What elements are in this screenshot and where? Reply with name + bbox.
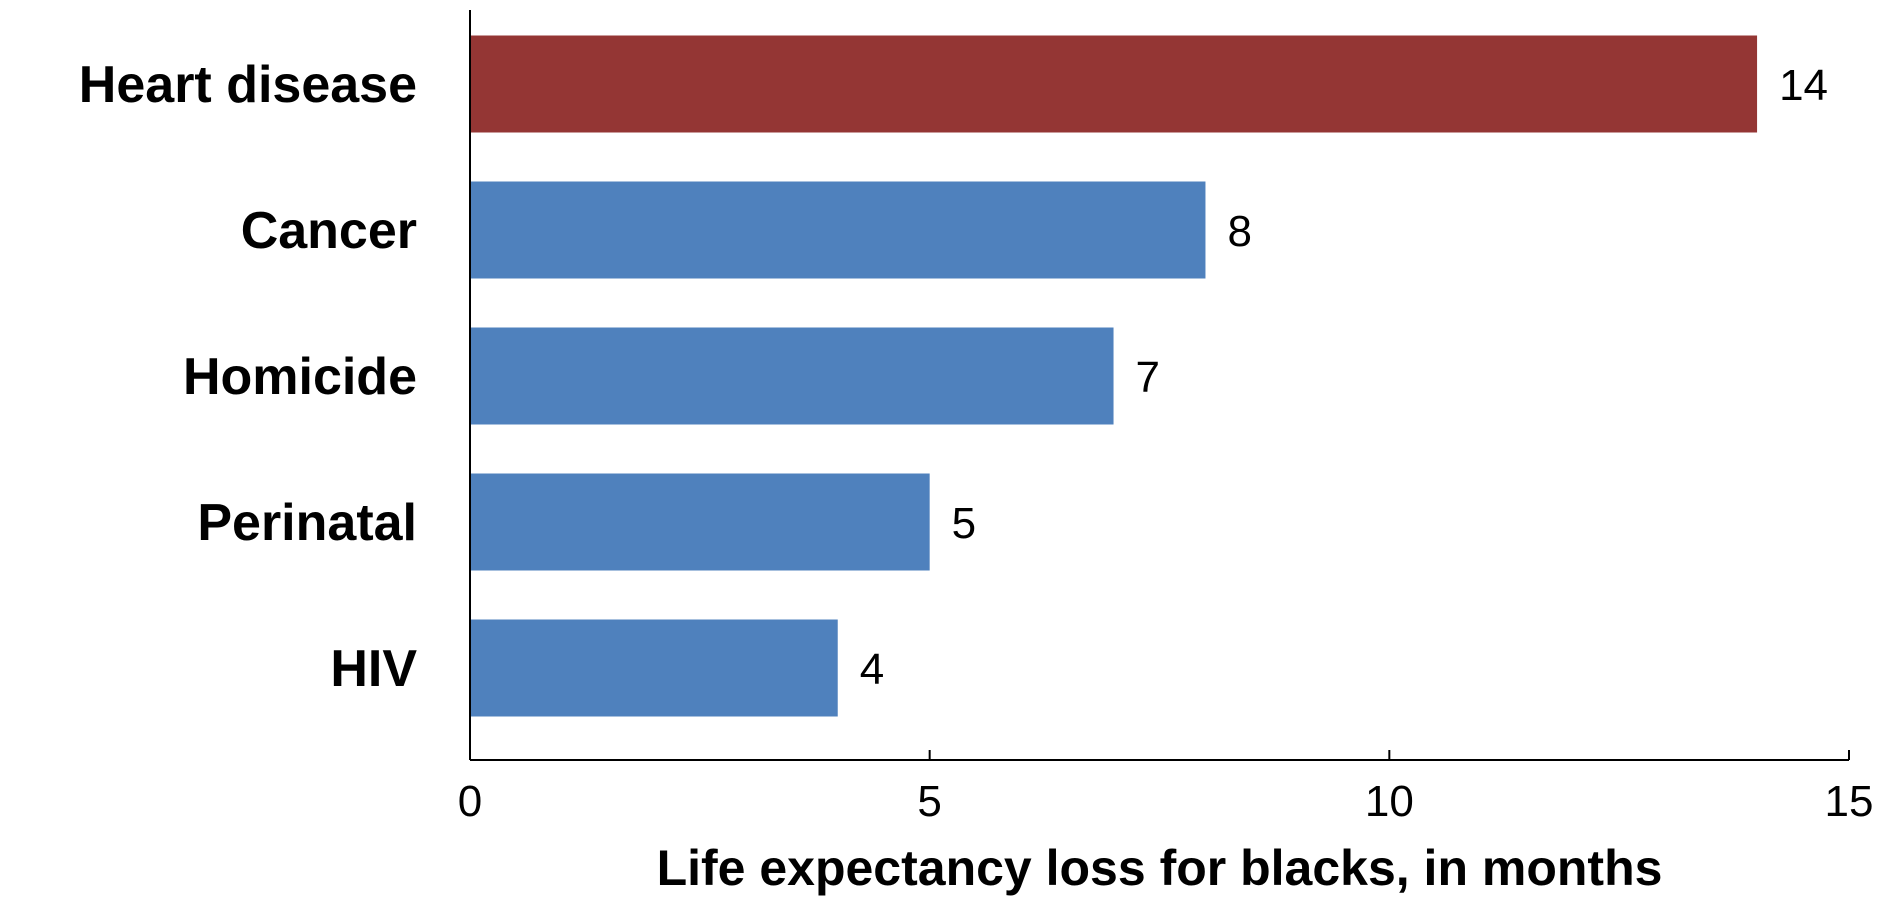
axis-layer [469,10,1849,761]
x-axis-title: Life expectancy loss for blacks, in mont… [657,840,1663,896]
data-label-3: 5 [952,499,976,548]
x-tick-label-3: 15 [1825,777,1874,826]
x-tick-label-1: 5 [917,777,941,826]
category-label-2: Homicide [183,348,417,406]
data-label-0: 14 [1779,61,1828,110]
data-label-1: 8 [1227,207,1251,256]
data-label-2: 7 [1136,353,1160,402]
bar-3 [470,473,930,571]
category-label-1: Cancer [241,202,417,260]
bar-2 [470,327,1114,425]
category-label-4: HIV [330,640,417,698]
bar-1 [470,181,1206,279]
category-label-3: Perinatal [197,494,417,552]
category-label-0: Heart disease [79,56,417,114]
x-tick-label-0: 0 [458,777,482,826]
bar-0 [470,35,1758,133]
bars-layer: Heart disease 14 Cancer 8 Homicide 7 Perinatal… [79,35,1828,717]
x-ticks-layer: 0 5 10 15 [458,750,1874,826]
x-tick-label-2: 10 [1365,777,1414,826]
data-label-4: 4 [860,645,884,694]
bar-4 [470,619,838,717]
